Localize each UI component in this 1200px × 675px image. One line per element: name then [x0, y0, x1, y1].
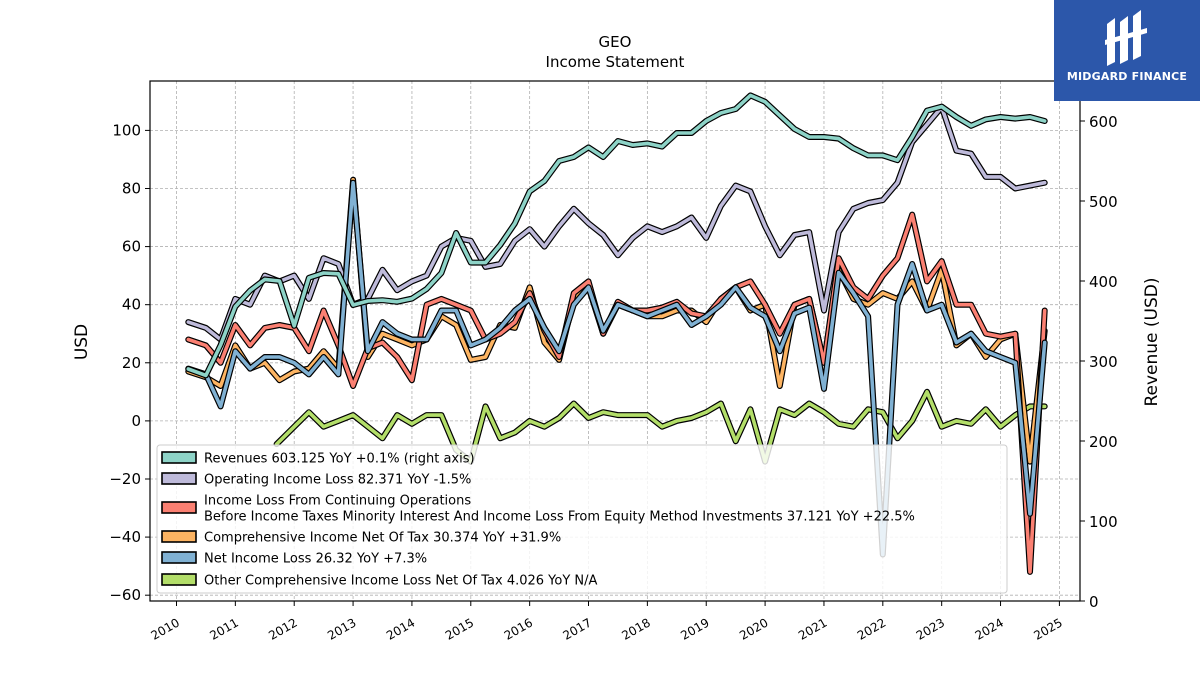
- y-tick-label-left: 80: [122, 179, 141, 197]
- oci-line: [273, 388, 1048, 465]
- x-tick-label: 2012: [266, 615, 299, 642]
- y-tick-label-left: −60: [109, 586, 141, 604]
- x-tick-label: 2025: [1031, 615, 1064, 642]
- y-tick-label-right: 400: [1089, 273, 1118, 291]
- legend-item-oci: Other Comprehensive Income Loss Net Of T…: [161, 573, 598, 589]
- legend-label: Before Income Taxes Minority Interest An…: [204, 510, 915, 525]
- series-layer: [185, 92, 1048, 575]
- legend: Revenues 603.125 YoY +0.1% (right axis) O…: [156, 444, 1008, 594]
- oci-line-stroke: [274, 389, 1047, 464]
- y-tick-label-left: 100: [112, 121, 141, 139]
- operating-income-line: [185, 104, 1048, 343]
- y-tick-label-left: −20: [109, 470, 141, 488]
- legend-item-revenues: Revenues 603.125 YoY +0.1% (right axis): [161, 451, 475, 467]
- x-tick-label: 2011: [207, 615, 240, 642]
- y-tick-label-right: 600: [1089, 113, 1118, 131]
- y-tick-label-right: 500: [1089, 193, 1118, 211]
- legend-label: Net Income Loss 26.32 YoY +7.3%: [204, 552, 427, 567]
- x-tick-label: 2020: [737, 615, 770, 642]
- chart-subtitle: Income Statement: [546, 53, 685, 71]
- y-tick-label-left: 60: [122, 238, 141, 256]
- plot-frame: [149, 80, 1081, 602]
- x-tick-label: 2013: [325, 615, 358, 642]
- x-tick-label: 2015: [443, 615, 476, 642]
- x-tick-label: 2022: [855, 615, 888, 642]
- x-tick-label: 2010: [149, 615, 182, 642]
- legend-swatch: [161, 573, 197, 586]
- y-tick-label-left: 0: [131, 412, 141, 430]
- y-tick-label-right: 200: [1089, 433, 1118, 451]
- logo-mark-icon: [1105, 10, 1147, 66]
- legend-box: [156, 444, 1008, 594]
- ticks: 2010 2011 2012 2013 2014 2015 2016 2017 2018 2019…: [109, 113, 1117, 643]
- legend-swatch: [161, 501, 197, 514]
- legend-label: Operating Income Loss 82.371 YoY -1.5%: [204, 473, 471, 488]
- logo-brand-text: MIDGARD FINANCE: [1066, 70, 1188, 83]
- legend-item-comprehensive-income: Comprehensive Income Net Of Tax 30.374 Y…: [161, 530, 561, 546]
- revenues-line-stroke: [186, 93, 1047, 378]
- x-tick-label: 2014: [384, 615, 417, 642]
- y-tick-label-left: −40: [109, 528, 141, 546]
- legend-swatch: [161, 551, 197, 564]
- legend-label: Other Comprehensive Income Loss Net Of T…: [204, 574, 598, 589]
- y-tick-label-right: 300: [1089, 353, 1118, 371]
- y-tick-label-left: 40: [122, 296, 141, 314]
- net-income-line-stroke: [186, 180, 1047, 557]
- operating-income-line-stroke: [186, 105, 1047, 342]
- legend-label: Comprehensive Income Net Of Tax 30.374 Y…: [204, 531, 561, 546]
- y-axis-label-right: Revenue (USD): [1142, 277, 1162, 406]
- legend-swatch: [161, 472, 197, 485]
- x-tick-label: 2024: [973, 615, 1006, 642]
- x-tick-label: 2016: [502, 615, 535, 642]
- legend-swatch: [161, 451, 197, 464]
- chart-title: GEO: [599, 33, 632, 51]
- y-tick-label-left: 20: [122, 354, 141, 372]
- legend-label: Income Loss From Continuing Operations: [204, 494, 471, 509]
- x-tick-label: 2018: [619, 615, 652, 642]
- revenues-line: [185, 92, 1048, 379]
- legend-item-operating-income: Operating Income Loss 82.371 YoY -1.5%: [161, 472, 471, 488]
- y-tick-label-right: 100: [1089, 513, 1118, 531]
- y-axis-label-left: USD: [72, 324, 92, 360]
- net-income-line: [185, 179, 1048, 558]
- legend-item-net-income: Net Income Loss 26.32 YoY +7.3%: [161, 551, 427, 567]
- legend-label: Revenues 603.125 YoY +0.1% (right axis): [204, 452, 475, 467]
- x-tick-label: 2019: [678, 615, 711, 642]
- x-tick-label: 2021: [796, 615, 829, 642]
- x-tick-label: 2023: [914, 615, 947, 642]
- midgard-finance-logo: MIDGARD FINANCE: [1054, 0, 1200, 101]
- x-tick-label: 2017: [561, 615, 594, 642]
- legend-swatch: [161, 530, 197, 543]
- y-tick-label-right: 0: [1089, 593, 1099, 611]
- legend-item-pretax-income: Income Loss From Continuing OperationsBe…: [161, 494, 915, 525]
